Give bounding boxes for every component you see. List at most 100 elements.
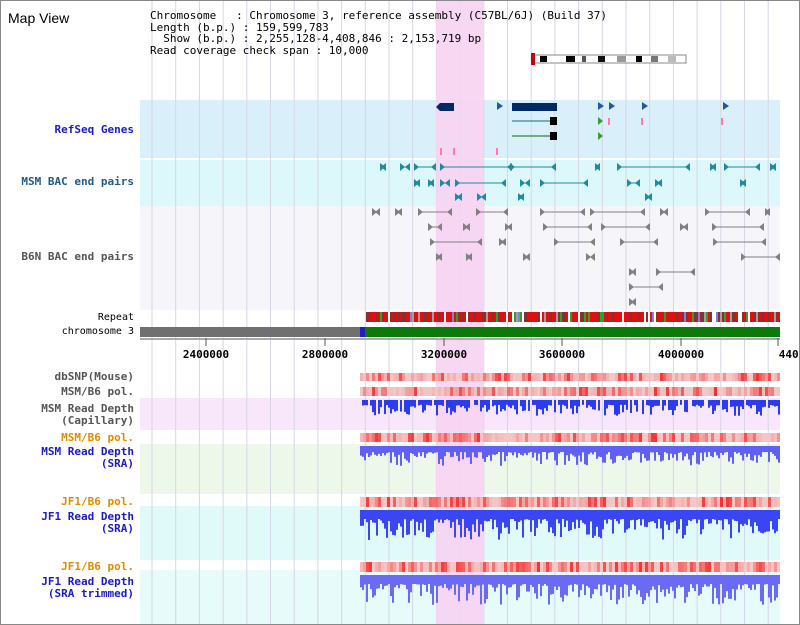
msm-b6-pol2-cell <box>684 433 687 442</box>
msm-depth-cap-bar <box>406 400 408 415</box>
jf1-depth-sra-bar <box>544 510 546 520</box>
msm-depth-cap-bar <box>730 400 732 407</box>
jf1-b6-pol-cell <box>588 497 591 507</box>
msm-b6-pol-cell <box>645 387 648 396</box>
dbsnp-cell <box>552 373 555 381</box>
jf1-depth-sra-bar <box>556 510 558 520</box>
track-label-refseq-genes[interactable]: RefSeq Genes <box>54 123 134 136</box>
msm-depth-cap-bar <box>548 400 550 406</box>
msm-depth-sra-bar <box>458 446 460 462</box>
msm-depth-sra-bar <box>562 446 564 453</box>
dbsnp-cell <box>723 373 726 381</box>
msm-b6-pol-cell <box>516 387 519 396</box>
msm-depth-cap-bar <box>622 400 624 413</box>
repeat-segment <box>538 312 540 322</box>
track-label-msm-b6-pol[interactable]: MSM/B6 pol. <box>61 385 134 398</box>
jf1-depth-sra-bar <box>446 510 448 520</box>
msm-depth-cap-bar <box>570 400 572 409</box>
msm-b6-pol2-cell <box>567 433 570 442</box>
jf1-depth-sra-bar <box>564 510 566 528</box>
msm-depth-sra-bar <box>642 446 644 454</box>
msm-b6-pol2-cell <box>396 433 399 442</box>
dbsnp-cell <box>741 373 744 381</box>
msm-b6-pol-cell <box>537 387 540 396</box>
jf1-depth-trim-bar <box>538 575 540 585</box>
jf1-b6-pol2-cell <box>636 562 639 572</box>
jf1-b6-pol2-cell <box>393 562 396 572</box>
jf1-depth-trim-bar <box>680 575 682 588</box>
msm-depth-sra-bar <box>726 446 728 453</box>
track-label-msm-depth-capillary[interactable]: MSM Read Depth (Capillary) <box>41 402 134 427</box>
track-label-msm-depth-sra[interactable]: MSM Read Depth (SRA) <box>41 445 134 470</box>
msm-depth-sra-bar <box>470 446 472 464</box>
track-label-jf1-depth-sra[interactable]: JF1 Read Depth (SRA) <box>41 510 134 535</box>
msm-depth-sra-bar <box>518 446 520 454</box>
track-label-dbsnp[interactable]: dbSNP(Mouse) <box>54 370 134 383</box>
jf1-depth-sra-bar <box>744 510 746 524</box>
dbsnp-cell <box>570 373 573 381</box>
dbsnp-cell <box>375 373 378 381</box>
dbsnp-cell <box>699 373 702 381</box>
jf1-b6-pol-cell <box>504 497 507 507</box>
jf1-depth-sra-bar <box>676 510 678 534</box>
msm-b6-pol2-cell <box>483 433 486 442</box>
msm-depth-cap-bar <box>576 400 578 414</box>
msm-depth-cap-bar <box>544 400 546 409</box>
msm-depth-cap-bar <box>680 400 682 405</box>
msm-depth-cap-bar <box>468 400 470 408</box>
jf1-b6-pol2-cell <box>591 562 594 572</box>
msm-b6-pol-cell <box>573 387 576 396</box>
msm-b6-pol-cell <box>579 387 582 396</box>
jf1-b6-pol2-cell <box>663 562 666 572</box>
msm-depth-sra-bar <box>666 446 668 454</box>
jf1-b6-pol-cell <box>408 497 411 507</box>
jf1-b6-pol-cell <box>426 497 429 507</box>
jf1-depth-trim-bar <box>526 575 528 592</box>
jf1-b6-pol-cell <box>495 497 498 507</box>
jf1-b6-pol-cell <box>627 497 630 507</box>
jf1-depth-sra-bar <box>616 510 618 522</box>
jf1-depth-trim-bar <box>394 575 396 588</box>
msm-depth-cap-bar <box>712 400 714 415</box>
msm-depth-sra-bar <box>618 446 620 456</box>
msm-depth-cap-bar <box>430 400 432 406</box>
track-label-jf1-b6-pol-2[interactable]: JF1/B6 pol. <box>61 560 134 573</box>
jf1-depth-trim-bar <box>708 575 710 587</box>
track-label-b6n-bac[interactable]: B6N BAC end pairs <box>21 250 134 263</box>
jf1-b6-pol-cell <box>384 497 387 507</box>
msm-depth-sra-bar <box>722 446 724 455</box>
dbsnp-cell <box>573 373 576 381</box>
jf1-b6-pol-cell <box>417 497 420 507</box>
msm-b6-pol2-cell <box>480 433 483 442</box>
repeat-segment <box>704 312 706 322</box>
jf1-depth-trim-bar <box>570 575 572 585</box>
jf1-b6-pol2-cell <box>675 562 678 572</box>
track-label-jf1-b6-pol[interactable]: JF1/B6 pol. <box>61 495 134 508</box>
axis-tick-label: 2400000 <box>182 348 230 361</box>
jf1-depth-trim-bar <box>700 575 702 594</box>
track-label-msm-b6-pol-2[interactable]: MSM/B6 pol. <box>61 431 134 444</box>
jf1-depth-trim-bar <box>434 575 436 586</box>
msm-depth-sra-bar <box>540 446 542 465</box>
jf1-depth-sra-bar <box>370 510 372 521</box>
msm-depth-cap-bar <box>464 400 466 409</box>
track-label-jf1-depth-trimmed[interactable]: JF1 Read Depth (SRA trimmed) <box>41 575 134 600</box>
jf1-depth-trim-bar <box>648 575 650 597</box>
gene-block <box>550 117 557 125</box>
jf1-depth-trim-bar <box>522 575 524 585</box>
jf1-depth-trim-bar <box>608 575 610 586</box>
repeat-segment <box>432 312 434 322</box>
msm-b6-pol-cell <box>720 387 723 396</box>
msm-b6-pol2-cell <box>702 433 705 442</box>
msm-bac-pair-end <box>481 193 486 201</box>
repeat-segment <box>722 312 724 322</box>
repeat-segment <box>580 312 582 322</box>
jf1-depth-trim-bar <box>374 575 376 596</box>
jf1-depth-trim-bar <box>612 575 614 590</box>
jf1-b6-pol2-cell <box>585 562 588 572</box>
jf1-depth-sra-bar <box>400 510 402 527</box>
track-label-msm-bac[interactable]: MSM BAC end pairs <box>21 175 134 188</box>
dbsnp-cell <box>531 373 534 381</box>
